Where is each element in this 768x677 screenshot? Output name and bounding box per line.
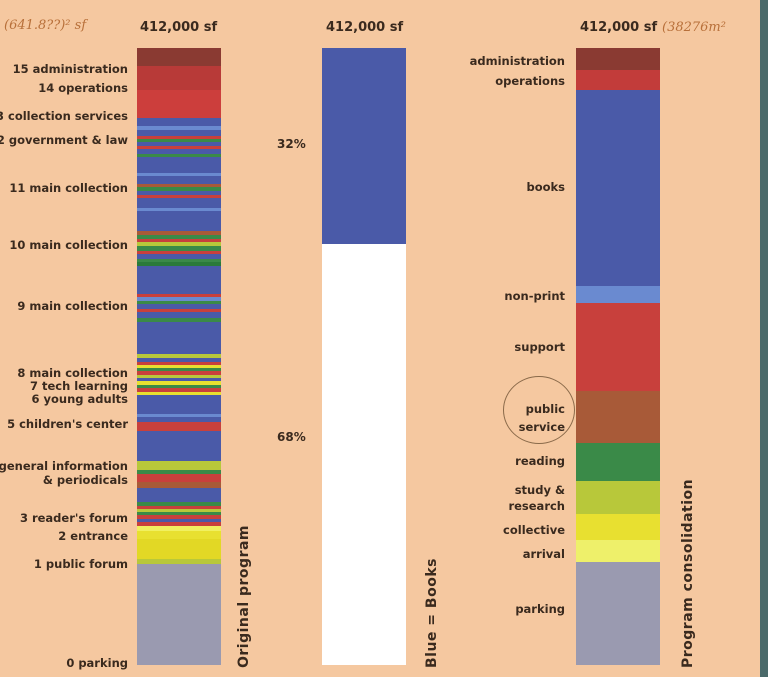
label-government-law: 12 government & law [0, 133, 128, 147]
middle-total: 412,000 sf [326, 20, 404, 35]
label-general-information: general information [0, 459, 128, 473]
page-edge [760, 0, 768, 677]
label-r-administration: administration [469, 54, 565, 68]
program-consolidation-bar [576, 48, 660, 665]
label-r-service: service [518, 420, 565, 434]
label-r-non-print: non-print [504, 289, 565, 303]
left-total: 412,000 sf [140, 20, 218, 35]
pct-other: 68% [277, 430, 306, 444]
label-tech-learning: 7 tech learning [29, 379, 128, 393]
handwritten-note-right: (38276m² [662, 20, 726, 35]
label-operations: 14 operations [38, 81, 128, 95]
label-r-books: books [526, 180, 565, 194]
label-entrance: 2 entrance [58, 529, 128, 543]
label-main-collection-8: 8 main collection [17, 366, 128, 380]
label-young-adults: 6 young adults [31, 392, 128, 406]
label-r-study: study & [514, 483, 565, 497]
handwritten-note-left: (641.8??)² sf [4, 18, 87, 33]
title-original-program: Original program [236, 524, 252, 668]
label-r-reading: reading [515, 454, 565, 468]
label-periodicals: & periodicals [42, 473, 128, 487]
title-blue-books: Blue = Books [424, 558, 440, 668]
pct-books: 32% [277, 137, 306, 151]
label-public-forum: 1 public forum [33, 557, 128, 571]
label-readers-forum: 3 reader's forum [19, 511, 128, 525]
label-r-collective: collective [503, 523, 565, 537]
label-r-support: support [514, 340, 565, 354]
label-r-research: research [508, 499, 565, 513]
label-childrens-center: 5 children's center [7, 417, 128, 431]
label-r-parking: parking [515, 602, 565, 616]
label-r-operations: operations [495, 74, 565, 88]
label-r-public: public [525, 402, 565, 416]
label-collection-services: 3 collection services [0, 109, 128, 123]
title-program-consolidation: Program consolidation [680, 478, 696, 668]
label-main-collection-11: 11 main collection [9, 181, 128, 195]
label-administration: 15 administration [12, 62, 128, 76]
right-total: 412,000 sf [580, 20, 658, 35]
hand-drawn-circle [503, 376, 575, 444]
label-parking: 0 parking [66, 656, 128, 670]
label-main-collection-9: 9 main collection [17, 299, 128, 313]
label-main-collection-10: 10 main collection [9, 238, 128, 252]
label-r-arrival: arrival [522, 547, 565, 561]
books-ratio-bar [322, 48, 406, 665]
original-program-bar [137, 48, 221, 665]
